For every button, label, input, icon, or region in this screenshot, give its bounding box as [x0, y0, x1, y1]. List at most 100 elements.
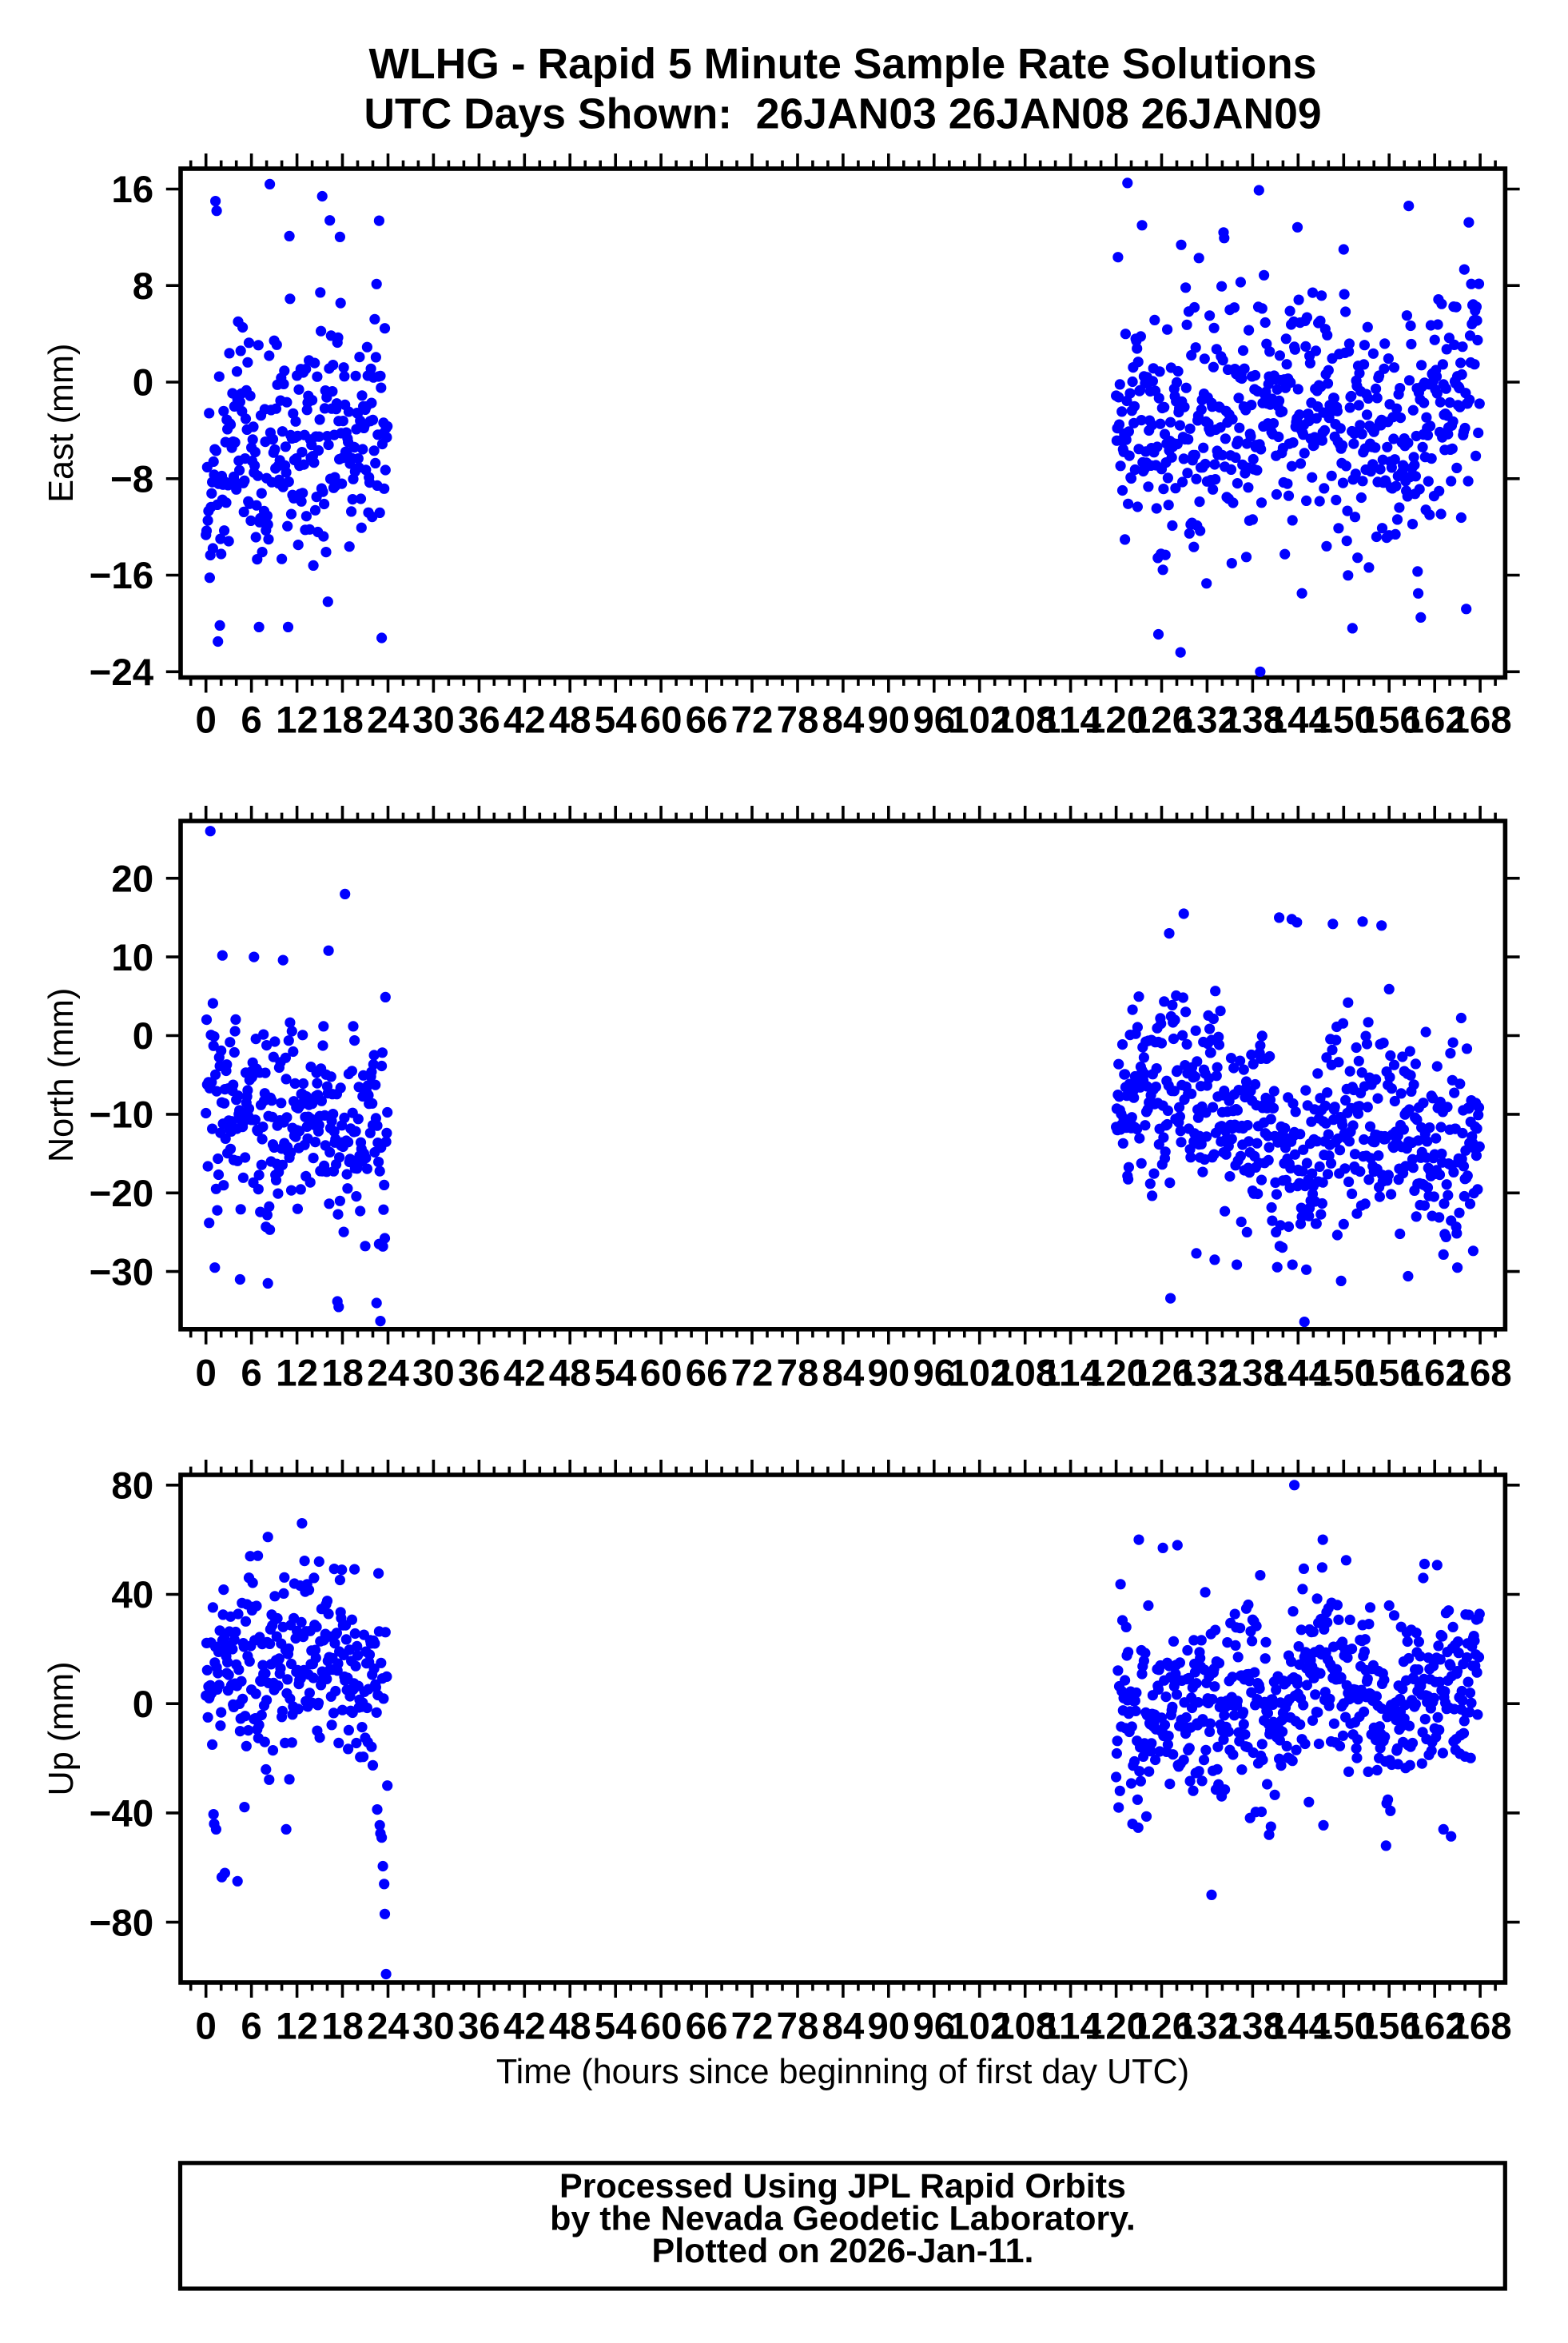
svg-text:84: 84	[822, 699, 864, 741]
svg-text:18: 18	[321, 2006, 364, 2048]
svg-text:60: 60	[640, 2006, 683, 2048]
svg-text:114: 114	[1040, 1352, 1101, 1394]
svg-text:36: 36	[458, 2006, 500, 2048]
svg-text:12: 12	[276, 2006, 318, 2048]
svg-text:150: 150	[1312, 699, 1375, 741]
svg-text:−24: −24	[90, 651, 154, 694]
svg-text:−30: −30	[90, 1251, 154, 1293]
svg-text:−40: −40	[90, 1793, 154, 1835]
svg-text:102: 102	[948, 1352, 1011, 1394]
svg-text:114: 114	[1040, 699, 1101, 741]
svg-text:by the Nevada Geodetic Laborat: by the Nevada Geodetic Laboratory.	[550, 2200, 1136, 2238]
svg-text:78: 78	[777, 699, 819, 741]
svg-text:108: 108	[993, 2006, 1057, 2048]
svg-text:150: 150	[1312, 1352, 1375, 1394]
svg-text:132: 132	[1176, 1352, 1239, 1394]
svg-text:66: 66	[686, 699, 728, 741]
svg-text:24: 24	[367, 1352, 409, 1394]
svg-text:60: 60	[640, 699, 683, 741]
svg-text:0: 0	[133, 1684, 153, 1726]
svg-text:120: 120	[1084, 2006, 1148, 2048]
svg-text:6: 6	[241, 2006, 261, 2048]
svg-text:16: 16	[111, 169, 153, 211]
svg-text:144: 144	[1267, 1352, 1331, 1394]
svg-text:162: 162	[1403, 1352, 1467, 1394]
svg-text:96: 96	[913, 2006, 955, 2048]
svg-text:12: 12	[276, 1352, 318, 1394]
svg-text:126: 126	[1130, 699, 1193, 741]
svg-text:20: 20	[111, 858, 153, 900]
svg-text:96: 96	[913, 1352, 955, 1394]
svg-text:42: 42	[503, 1352, 546, 1394]
svg-text:60: 60	[640, 1352, 683, 1394]
svg-text:54: 54	[595, 699, 637, 741]
svg-text:72: 72	[731, 2006, 774, 2048]
svg-text:144: 144	[1267, 2006, 1331, 2048]
svg-text:30: 30	[412, 699, 455, 741]
svg-text:36: 36	[458, 1352, 500, 1394]
svg-text:80: 80	[111, 1465, 153, 1508]
svg-text:114: 114	[1040, 2006, 1101, 2048]
svg-text:0: 0	[195, 699, 216, 741]
svg-text:−16: −16	[90, 555, 154, 597]
svg-text:−20: −20	[90, 1173, 154, 1215]
svg-text:−10: −10	[90, 1094, 154, 1137]
svg-text:Time (hours since beginning of: Time (hours since beginning of first day…	[496, 2053, 1189, 2091]
svg-text:78: 78	[777, 2006, 819, 2048]
svg-text:36: 36	[458, 699, 500, 741]
svg-text:162: 162	[1403, 699, 1467, 741]
svg-text:54: 54	[595, 2006, 637, 2048]
svg-text:WLHG - Rapid 5 Minute Sample R: WLHG - Rapid 5 Minute Sample Rate Soluti…	[369, 41, 1317, 88]
svg-text:108: 108	[993, 699, 1057, 741]
svg-text:96: 96	[913, 699, 955, 741]
svg-text:48: 48	[549, 1352, 591, 1394]
svg-text:168: 168	[1448, 1352, 1511, 1394]
svg-text:84: 84	[822, 2006, 864, 2048]
svg-text:102: 102	[948, 2006, 1011, 2048]
svg-text:144: 144	[1267, 699, 1331, 741]
svg-text:24: 24	[367, 699, 409, 741]
svg-text:East (mm): East (mm)	[42, 344, 81, 503]
svg-text:72: 72	[731, 1352, 774, 1394]
svg-text:84: 84	[822, 1352, 864, 1394]
svg-text:120: 120	[1084, 699, 1148, 741]
svg-text:126: 126	[1130, 1352, 1193, 1394]
svg-text:−80: −80	[90, 1902, 154, 1944]
svg-text:42: 42	[503, 699, 546, 741]
svg-text:30: 30	[412, 1352, 455, 1394]
svg-text:48: 48	[549, 699, 591, 741]
svg-text:18: 18	[321, 699, 364, 741]
svg-text:138: 138	[1221, 1352, 1284, 1394]
svg-text:6: 6	[241, 1352, 261, 1394]
svg-text:90: 90	[867, 2006, 909, 2048]
svg-text:10: 10	[111, 937, 153, 979]
svg-text:90: 90	[867, 699, 909, 741]
svg-text:126: 126	[1130, 2006, 1193, 2048]
svg-text:0: 0	[133, 362, 153, 404]
svg-text:18: 18	[321, 1352, 364, 1394]
svg-text:30: 30	[412, 2006, 455, 2048]
svg-text:24: 24	[367, 2006, 409, 2048]
svg-text:120: 120	[1084, 1352, 1148, 1394]
svg-text:66: 66	[686, 2006, 728, 2048]
svg-text:90: 90	[867, 1352, 909, 1394]
svg-text:156: 156	[1358, 1352, 1421, 1394]
svg-text:132: 132	[1176, 2006, 1239, 2048]
svg-text:0: 0	[133, 1015, 153, 1058]
svg-text:North (mm): North (mm)	[42, 988, 81, 1162]
svg-text:42: 42	[503, 2006, 546, 2048]
svg-text:48: 48	[549, 2006, 591, 2048]
svg-text:102: 102	[948, 699, 1011, 741]
svg-text:156: 156	[1358, 699, 1421, 741]
svg-text:6: 6	[241, 699, 261, 741]
svg-text:66: 66	[686, 1352, 728, 1394]
svg-text:54: 54	[595, 1352, 637, 1394]
svg-text:162: 162	[1403, 2006, 1467, 2048]
svg-text:0: 0	[195, 2006, 216, 2048]
svg-text:138: 138	[1221, 699, 1284, 741]
svg-text:108: 108	[993, 1352, 1057, 1394]
svg-text:168: 168	[1448, 2006, 1511, 2048]
svg-text:UTC Days Shown: 26JAN03 26JAN: UTC Days Shown: 26JAN03 26JAN08 26JAN09	[364, 91, 1321, 138]
svg-text:78: 78	[777, 1352, 819, 1394]
svg-text:0: 0	[195, 1352, 216, 1394]
